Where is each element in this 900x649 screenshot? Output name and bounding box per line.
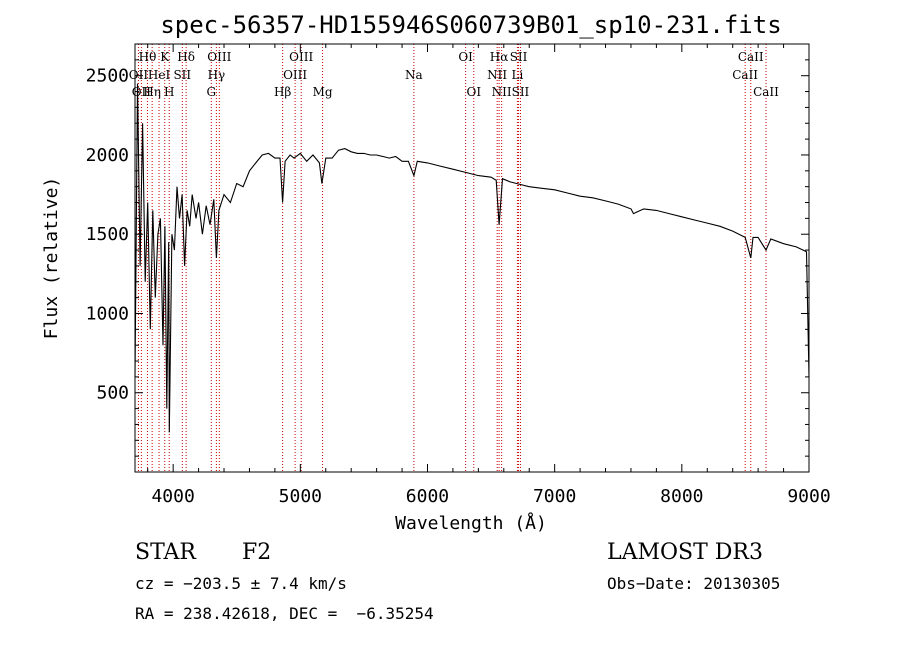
line-label-oii: OII [132,85,152,99]
observation-date: Obs−Date: 20130305 [607,574,781,593]
line-label-sii: SII [510,50,528,64]
line-label-sii: SII [512,85,530,99]
line-label-caii: CaII [732,68,758,82]
line-label-nii: NII [487,68,507,82]
y-tick-label: 2000 [86,145,129,166]
line-label-oiii: OIII [283,68,307,82]
line-label-mg: Mg [313,85,333,99]
line-label-oii: OII [129,68,149,82]
line-label-caii: CaII [738,50,764,64]
line-label-oiii: OIII [289,50,313,64]
line-label-oi: OI [458,50,473,64]
line-label-oiii: OIII [207,50,231,64]
line-label-hθ: Hθ [139,50,157,64]
x-axis-ticks: 4000 5000 6000 7000 8000 9000 [147,44,831,507]
line-label-na: Na [405,68,423,82]
y-tick-label: 1500 [86,224,129,245]
survey-name: LAMOST DR3 [607,540,763,565]
y-axis-ticks: 500 1000 1500 2000 2500 [86,59,809,457]
line-label-hδ: Hδ [177,50,195,64]
x-tick-label: 8000 [660,486,703,507]
x-tick-label: 9000 [787,486,830,507]
spectral-line-markers [137,44,767,472]
x-tick-label: 6000 [406,486,449,507]
line-label-oi: OI [466,85,481,99]
line-label-g: G [207,85,217,99]
line-label-hα: Hα [490,50,509,64]
y-axis-label: Flux (relative) [41,177,62,340]
y-tick-label: 2500 [86,66,129,87]
redshift-cz: cz = −203.5 ± 7.4 km/s [135,574,347,593]
line-label-hβ: Hβ [274,85,291,99]
object-subclass: F2 [242,540,272,565]
line-label-li: Li [511,68,523,82]
line-label-hη: Hη [143,85,161,99]
object-class: STAR [135,540,196,565]
x-axis-label: Wavelength (Å) [395,512,547,534]
line-label-h: H [164,85,174,99]
line-label-k: K [160,50,170,64]
x-tick-label: 4000 [151,486,194,507]
x-tick-label: 7000 [533,486,576,507]
plot-frame [134,43,810,473]
spectral-line-labels: OII OII Hθ Hη HeI K H SII Hδ G Hγ OIII Hβ OIII OIII Mg N… [129,50,779,99]
y-tick-label: 1000 [86,303,129,324]
line-label-hei: HeI [148,68,171,82]
line-label-caii: CaII [753,85,779,99]
coordinates: RA = 238.42618, DEC = −6.35254 [135,604,434,623]
spectrum-chart: spec-56357-HD155946S060739B01_sp10-231.f… [41,11,831,534]
x-tick-label: 5000 [279,486,322,507]
line-label-nii: NII [492,85,512,99]
line-label-hγ: Hγ [208,68,226,82]
spectrum-line [134,83,810,433]
y-tick-label: 500 [96,383,129,404]
line-label-sii: SII [173,68,191,82]
chart-title: spec-56357-HD155946S060739B01_sp10-231.f… [160,11,781,39]
